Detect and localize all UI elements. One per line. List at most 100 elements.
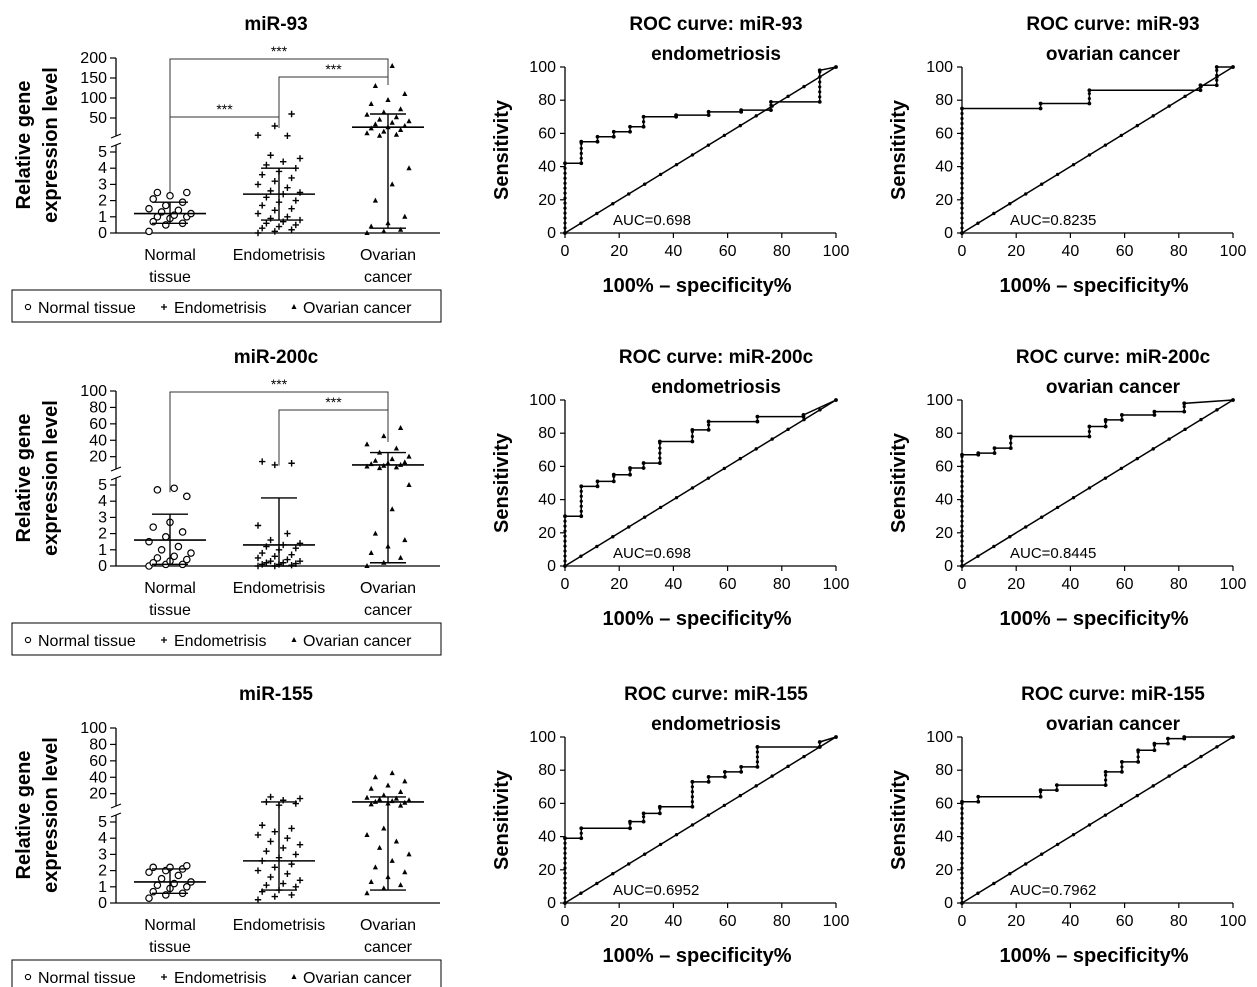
x-tick-label: 60 (1116, 243, 1134, 260)
roc-point (657, 811, 662, 816)
y-tick-label: 2 (98, 526, 107, 543)
reference-point (1231, 398, 1235, 402)
roc-point (611, 479, 616, 484)
reference-point (579, 891, 583, 895)
roc-point (818, 80, 822, 84)
x-tick-label: 0 (958, 913, 967, 930)
legend-marker-triangle (291, 304, 297, 309)
data-point (254, 522, 262, 529)
data-point (381, 792, 387, 798)
data-point (149, 523, 158, 531)
data-point (398, 106, 404, 112)
auc-annotation: AUC=0.698 (613, 545, 691, 562)
roc-point (960, 534, 964, 538)
reference-point (754, 784, 758, 788)
y-tick-label: 100 (80, 383, 107, 400)
roc-point (563, 866, 567, 870)
roc-point (706, 419, 711, 424)
roc-point (739, 764, 744, 769)
series-circle (134, 484, 206, 570)
roc-point (960, 861, 964, 865)
reference-point (1119, 133, 1124, 138)
roc-point (1119, 760, 1124, 764)
data-point (389, 456, 395, 462)
roc-point (657, 461, 662, 465)
roc-point (818, 95, 822, 99)
legend-box (11, 959, 442, 987)
data-point (183, 883, 191, 891)
x-tick-label: 20 (1007, 243, 1025, 260)
roc-point (1103, 783, 1108, 788)
roc-curve-group (563, 735, 838, 905)
y-tick-label: 2 (98, 863, 107, 880)
x-axis-label: 100% – specificity% (603, 275, 792, 297)
reference-point (595, 881, 599, 886)
x-tick-label: 80 (773, 243, 791, 260)
data-point (364, 230, 370, 235)
reference-point (738, 793, 742, 798)
reference-point (706, 476, 711, 480)
roc-point (563, 861, 567, 865)
x-tick-label: 60 (719, 243, 737, 260)
dotplot-0: miR-93 Relative gene expression level 01234… (11, 14, 442, 323)
reference-point (834, 65, 838, 69)
data-point (402, 537, 408, 543)
reference-point (674, 495, 679, 500)
data-point (259, 822, 266, 829)
x-tick-label: 80 (1170, 913, 1188, 930)
data-point (280, 880, 287, 887)
roc-point (960, 469, 964, 473)
roc-point (641, 811, 646, 816)
y-tick-label: 80 (538, 425, 556, 442)
roc-point (1038, 794, 1043, 799)
legend-marker-plus (161, 637, 167, 643)
data-point (406, 797, 412, 803)
legend: Normal tissue Endometrisis Ovarian cancer (11, 959, 442, 987)
roc-curve-group (563, 398, 838, 568)
x-tick-label: 100 (823, 243, 850, 260)
panel-title: ROC curve: miR-200c (619, 347, 814, 368)
reference-point (1151, 784, 1155, 788)
data-point (398, 127, 404, 132)
panel-title: ROC curve: miR-200c (1016, 347, 1211, 368)
roc-point (960, 151, 964, 155)
category-label: Endometrisis (233, 580, 325, 597)
reference-point (563, 901, 567, 905)
roc-point (960, 841, 964, 845)
data-point (162, 533, 170, 541)
roc-point (563, 554, 567, 558)
y-tick-label: 80 (538, 92, 556, 109)
roc-point (960, 524, 964, 528)
roc-point (960, 529, 964, 533)
y-axis-label: Sensitivity (491, 432, 513, 533)
data-point (368, 801, 374, 807)
x-tick-label: 0 (561, 243, 570, 260)
data-point (280, 844, 287, 852)
y-tick-label: 60 (89, 416, 107, 433)
roc-point (706, 427, 711, 432)
legend-label: Normal tissue (38, 633, 136, 650)
roc-point (706, 113, 711, 118)
reference-point (1215, 408, 1219, 412)
reference-line-group (563, 735, 838, 905)
roc-point (1215, 68, 1219, 72)
roc-curve-group (960, 65, 1235, 235)
roc-point (1087, 429, 1091, 434)
data-point (292, 544, 299, 552)
roc-point (563, 176, 567, 180)
roc-point (563, 549, 567, 553)
reference-line (564, 66, 837, 234)
data-point (183, 492, 191, 501)
reference-point (1071, 832, 1076, 837)
reference-point (976, 891, 980, 895)
legend-marker-circle (24, 636, 32, 644)
reference-point (754, 447, 758, 451)
data-point (389, 506, 395, 512)
data-point (292, 197, 299, 204)
data-point (406, 482, 412, 487)
y-tick-label: 100 (80, 720, 107, 737)
roc-point (706, 774, 711, 779)
x-tick-label: 80 (773, 913, 791, 930)
